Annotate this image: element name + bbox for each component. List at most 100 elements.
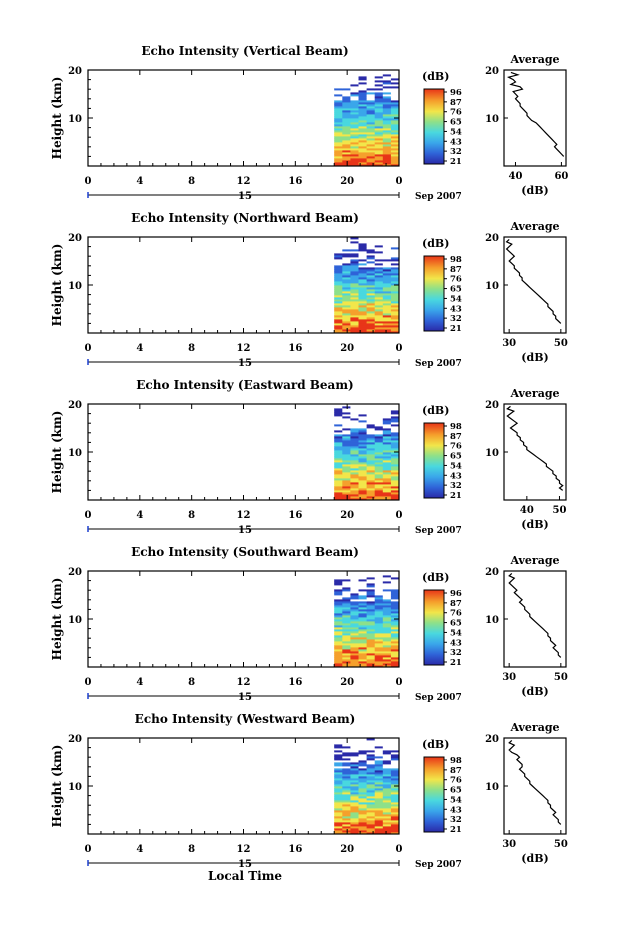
heatmap-cell [358,410,367,413]
heatmap-cell [390,754,400,757]
y-tick-label: 10 [68,782,82,793]
heatmap-cell [390,603,400,606]
colorbar-tick-label: 96 [450,88,462,98]
heatmap-cell [334,637,343,640]
heatmap-cell [374,114,384,117]
heatmap-cell [374,436,384,439]
heatmap-cell [390,452,400,455]
heatmap-cell [366,782,376,785]
heatmap-cell [366,446,376,449]
heatmap-cell [382,323,392,326]
heatmap-cell [366,571,376,574]
heatmap-cell [374,138,384,141]
heatmap-cell [342,494,351,497]
heatmap-cell [334,816,343,819]
heatmap-cell [382,804,392,807]
heatmap-cell [342,657,351,660]
heatmap-cell [342,806,351,809]
heatmap-cell [342,289,351,292]
heatmap-cell [366,422,376,425]
heatmap-cell [390,627,400,630]
heatmap-cell [358,436,367,439]
heatmap-cell [382,605,392,608]
colorbar-tick-label: 43 [450,805,462,815]
heatmap-cell [382,249,392,252]
heatmap-cell [358,456,367,459]
heatmap-cell [374,756,384,759]
heatmap-cell [390,464,400,467]
heatmap-cell [350,247,359,250]
heatmap-cell [382,146,392,149]
heatmap-cell [350,255,359,258]
heatmap-cell [358,446,367,449]
heatmap-cell [374,78,384,81]
heatmap-cell [358,317,367,320]
heatmap-cell [374,657,384,660]
heatmap-cell [366,138,376,141]
heatmap-cell [374,428,384,431]
heatmap-cell [334,742,343,745]
heatmap-cell [350,297,359,300]
heatmap-cell [366,426,376,429]
heatmap-cell [390,249,400,252]
heatmap-cell [374,639,384,642]
avg-profile-line [505,238,562,324]
heatmap-cell [334,627,343,630]
heatmap-cell [374,826,384,829]
colorbar-tick-label: 43 [450,137,462,147]
avg-y-tick-label: 10 [485,782,499,793]
heatmap-cell [374,621,384,624]
colorbar-tick-label: 21 [450,491,462,501]
heatmap-cell [374,442,384,445]
heatmap-cell [366,315,376,318]
heatmap-cell [342,655,351,658]
heatmap-cell [366,639,376,642]
heatmap-cell [358,424,367,427]
heatmap-cell [334,438,343,441]
heatmap-cell [374,768,384,771]
avg-title: Average [509,220,559,233]
heatmap-cell [334,241,343,244]
heatmap-cell [342,492,351,495]
heatmap-cell [358,156,367,159]
heatmap-cell [358,806,367,809]
heatmap-cell [366,581,376,584]
y-tick-label: 10 [68,281,82,292]
colorbar-tick-label: 21 [450,825,462,835]
heatmap-cell [374,573,384,576]
heatmap-cell [390,752,400,755]
heatmap-cell [366,98,376,101]
heatmap-cell [350,331,359,334]
heatmap-cell [374,94,384,97]
heatmap-cell [390,317,400,320]
heatmap-cell [334,408,343,411]
heatmap-cell [358,277,367,280]
heatmap-cell [366,593,376,596]
heatmap-cell [358,627,367,630]
heatmap-cell [350,486,359,489]
heatmap-cell [350,138,359,141]
heatmap-cell [374,764,384,767]
heatmap-cell [334,597,343,600]
heatmap-cell [342,448,351,451]
heatmap-cell [334,470,343,473]
heatmap-cell [374,629,384,632]
heatmap-cell [366,585,376,588]
x-tick-label: 16 [288,176,302,187]
heatmap-cell [366,476,376,479]
heatmap-cell [374,458,384,461]
heatmap-cell [334,110,343,113]
heatmap-cell [390,307,400,310]
heatmap-cell [390,245,400,248]
colorbar-tick-label: 54 [450,127,462,137]
heatmap-cell [342,496,351,499]
heatmap-cell [382,404,392,407]
heatmap-cell [382,116,392,119]
heatmap-cell [342,301,351,304]
heatmap-cell [334,301,343,304]
heatmap-cell [334,138,343,141]
heatmap-cell [342,78,351,81]
avg-profile-line [506,405,564,491]
heatmap-cell [358,591,367,594]
heatmap-cell [366,830,376,833]
